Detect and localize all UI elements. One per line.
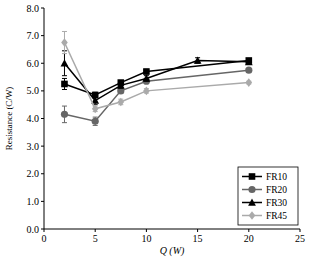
legend: FR10 FR20 FR30 FR45 <box>238 167 298 225</box>
y-tick <box>41 63 44 64</box>
y-tick-label: 0.0 <box>27 224 40 235</box>
chart: 0.0 1.0 2.0 3.0 4.0 5.0 6.0 7.0 8.0 0 5 10 15 20 25 Q (… <box>0 0 323 257</box>
legend-label: FR45 <box>266 211 287 221</box>
error-cap <box>62 78 67 79</box>
x-tick <box>248 229 249 232</box>
y-tick <box>41 118 44 119</box>
y-tick <box>41 8 44 9</box>
error-cap <box>62 106 67 107</box>
point <box>246 78 253 87</box>
x-tick-label: 15 <box>193 233 203 244</box>
point <box>61 111 68 118</box>
error-bar <box>62 31 67 53</box>
y-tick <box>41 146 44 147</box>
x-tick <box>95 229 96 232</box>
error-cap <box>62 31 67 32</box>
point <box>245 58 253 65</box>
legend-label: FR10 <box>266 172 287 182</box>
legend-marker <box>248 186 255 193</box>
x-tick-label: 10 <box>141 233 151 244</box>
point <box>117 81 125 88</box>
y-tick <box>41 201 44 202</box>
y-tick <box>41 35 44 36</box>
point <box>143 68 150 75</box>
series-line <box>64 60 248 100</box>
y-tick <box>41 173 44 174</box>
error-cap <box>62 89 67 90</box>
point <box>194 56 202 63</box>
x-tick-label: 0 <box>42 233 47 244</box>
x-tick <box>146 229 147 232</box>
y-tick-label: 2.0 <box>27 168 40 179</box>
y-tick <box>41 90 44 91</box>
error-cap <box>62 122 67 123</box>
x-tick-label: 25 <box>295 233 305 244</box>
y-tick-label: 7.0 <box>27 30 40 41</box>
y-axis-label: Resistance (C/W) <box>4 87 14 151</box>
x-tick-label: 20 <box>244 233 254 244</box>
point <box>245 67 252 74</box>
point <box>92 105 99 114</box>
point <box>143 74 151 81</box>
legend-marker <box>249 173 256 180</box>
point <box>92 118 99 125</box>
x-tick <box>300 229 301 232</box>
y-tick-label: 3.0 <box>27 141 40 152</box>
point <box>61 38 68 47</box>
legend-marker <box>248 198 256 205</box>
point <box>61 59 69 66</box>
error-cap <box>62 75 67 76</box>
legend-label: FR30 <box>266 198 287 208</box>
plot-area <box>61 31 253 125</box>
series-line <box>64 43 248 109</box>
x-tick <box>44 229 45 232</box>
y-tick-label: 1.0 <box>27 196 40 207</box>
error-cap <box>93 117 98 118</box>
y-tick-label: 5.0 <box>27 85 40 96</box>
x-axis <box>44 229 300 230</box>
point <box>118 98 125 107</box>
error-bar <box>62 78 67 89</box>
y-tick-label: 4.0 <box>27 113 40 124</box>
legend-label: FR20 <box>266 185 287 195</box>
legend-box <box>238 167 298 225</box>
y-tick-label: 8.0 <box>27 3 40 14</box>
x-tick-label: 5 <box>93 233 98 244</box>
y-tick-label: 6.0 <box>27 58 40 69</box>
x-tick <box>197 229 198 232</box>
error-cap <box>62 53 67 54</box>
x-axis-label: Q (W) <box>160 245 185 257</box>
error-cap <box>93 125 98 126</box>
legend-marker <box>249 211 256 220</box>
point <box>143 87 150 96</box>
point <box>61 81 68 88</box>
